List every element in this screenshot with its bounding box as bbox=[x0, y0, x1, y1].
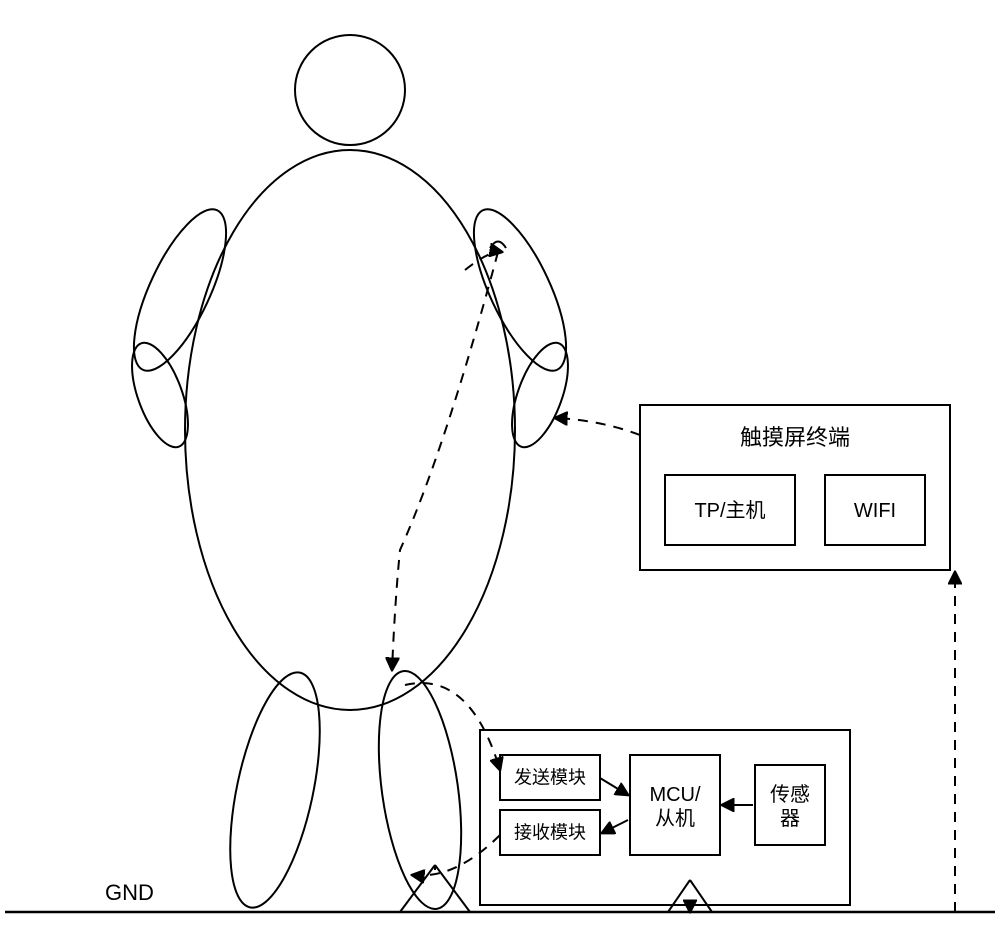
figure-leg-left bbox=[213, 665, 337, 916]
arrow-leg-ground-v-right bbox=[435, 865, 470, 912]
arrow-shoe-ground-v-left bbox=[668, 880, 690, 912]
arrow-send-to-mcu bbox=[600, 778, 628, 795]
mcu-label-line2: 从机 bbox=[655, 807, 695, 830]
gnd-label: GND bbox=[105, 880, 154, 905]
figure-arm-left-upper bbox=[116, 198, 245, 383]
figure-arm-right-upper bbox=[456, 198, 585, 383]
figure-head bbox=[295, 35, 405, 145]
figure-leg-right bbox=[366, 666, 475, 914]
recv-module-label: 接收模块 bbox=[514, 823, 586, 843]
terminal-tp-host-label: TP/主机 bbox=[694, 499, 765, 522]
arrow-shoe-ground-v-right bbox=[690, 880, 712, 912]
arrow-hand-down-body bbox=[392, 252, 498, 670]
figure-torso bbox=[185, 150, 515, 710]
arrow-leg-ground-v-left bbox=[400, 865, 435, 912]
sensor-label-line1: 传感 bbox=[770, 783, 810, 806]
terminal-box-title: 触摸屏终端 bbox=[740, 425, 850, 450]
arrow-hand-start-cap bbox=[490, 242, 506, 249]
figure-arm-left-lower bbox=[121, 336, 200, 454]
sensor-label-line2: 器 bbox=[780, 808, 800, 830]
arrow-mcu-to-recv bbox=[602, 820, 628, 833]
arrow-terminal-to-hand bbox=[555, 418, 640, 435]
terminal-wifi-label: WIFI bbox=[854, 500, 896, 522]
arrow-recv-to-leg bbox=[412, 835, 500, 876]
mcu-label-line1: MCU/ bbox=[649, 784, 701, 806]
send-module-label: 发送模块 bbox=[514, 768, 586, 788]
figure-arm-right-lower bbox=[501, 336, 580, 454]
